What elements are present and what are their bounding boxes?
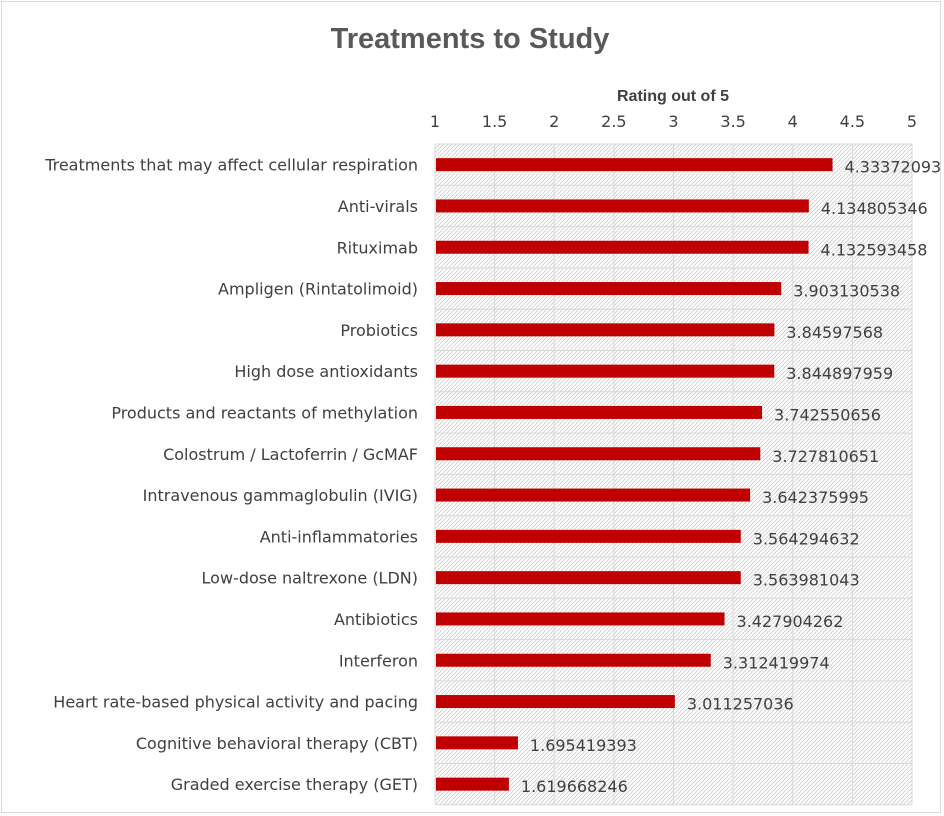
data-label: 3.742550656 <box>774 405 881 424</box>
category-labels: Treatments that may affect cellular resp… <box>44 156 418 795</box>
category-label: Rituximab <box>337 238 418 257</box>
bar <box>436 240 809 254</box>
x-tick-label: 4.5 <box>840 112 865 131</box>
category-label: Products and reactants of methylation <box>111 403 418 422</box>
bar <box>436 405 763 419</box>
x-tick-label: 1.5 <box>482 112 507 131</box>
x-tick-label: 5 <box>907 112 917 131</box>
data-label: 4.134805346 <box>821 199 928 218</box>
category-label: Graded exercise therapy (GET) <box>171 775 418 794</box>
data-label: 3.564294632 <box>753 529 860 548</box>
category-label: Ampligen (Rintatolimoid) <box>218 280 418 299</box>
data-labels: 4.33372093 4.134805346 4.132593458 3.903130… <box>521 158 941 797</box>
x-tick-label: 2.5 <box>601 112 626 131</box>
x-tick-label: 3 <box>668 112 678 131</box>
x-axis-ticks: 1 1.5 2 2.5 3 3.5 4 4.5 5 <box>430 112 917 131</box>
category-label: Anti-virals <box>338 197 418 216</box>
data-label: 3.563981043 <box>753 571 860 590</box>
data-label: 3.844897959 <box>786 364 893 383</box>
data-label: 4.33372093 <box>845 158 942 177</box>
gridlines <box>434 143 913 806</box>
bar <box>436 158 833 172</box>
category-label: Colostrum / Lactoferrin / GcMAF <box>163 445 418 464</box>
x-axis-title: Rating out of 5 <box>617 88 729 105</box>
data-label: 3.427904262 <box>737 612 844 631</box>
data-label: 3.903130538 <box>793 282 900 301</box>
data-label: 3.011257036 <box>687 695 794 714</box>
bar <box>436 777 509 791</box>
chart-title: Treatments to Study <box>331 23 610 55</box>
bar <box>436 695 675 709</box>
bar <box>436 612 725 626</box>
data-label: 3.642375995 <box>762 488 869 507</box>
data-label: 1.619668246 <box>521 777 628 796</box>
x-tick-label: 4 <box>788 112 798 131</box>
data-label: 3.727810651 <box>772 447 879 466</box>
category-label: Anti-inflammatories <box>260 527 418 546</box>
category-label: Cognitive behavioral therapy (CBT) <box>136 734 418 753</box>
bar <box>436 323 775 337</box>
category-label: High dose antioxidants <box>234 362 418 381</box>
category-label: Heart rate-based physical activity and p… <box>53 693 418 712</box>
x-tick-label: 2 <box>549 112 559 131</box>
bar <box>436 447 761 461</box>
bar <box>436 529 741 543</box>
x-tick-label: 1 <box>430 112 440 131</box>
category-label: Antibiotics <box>334 610 418 629</box>
category-label: Interferon <box>339 651 418 670</box>
bar <box>436 199 809 213</box>
category-label: Intravenous gammaglobulin (IVIG) <box>143 486 418 505</box>
bar <box>436 653 711 667</box>
category-label: Treatments that may affect cellular resp… <box>44 156 418 175</box>
bar <box>436 488 751 502</box>
bar <box>436 364 775 378</box>
bars <box>436 158 833 791</box>
data-label: 4.132593458 <box>821 240 928 259</box>
x-tick-label: 3.5 <box>720 112 745 131</box>
category-label: Probiotics <box>340 321 418 340</box>
data-label: 3.84597568 <box>786 323 883 342</box>
data-label: 1.695419393 <box>530 736 637 755</box>
bar <box>436 282 782 296</box>
bar <box>436 571 741 585</box>
category-label: Low-dose naltrexone (LDN) <box>202 569 418 588</box>
bar <box>436 736 518 750</box>
data-label: 3.312419974 <box>723 653 830 672</box>
